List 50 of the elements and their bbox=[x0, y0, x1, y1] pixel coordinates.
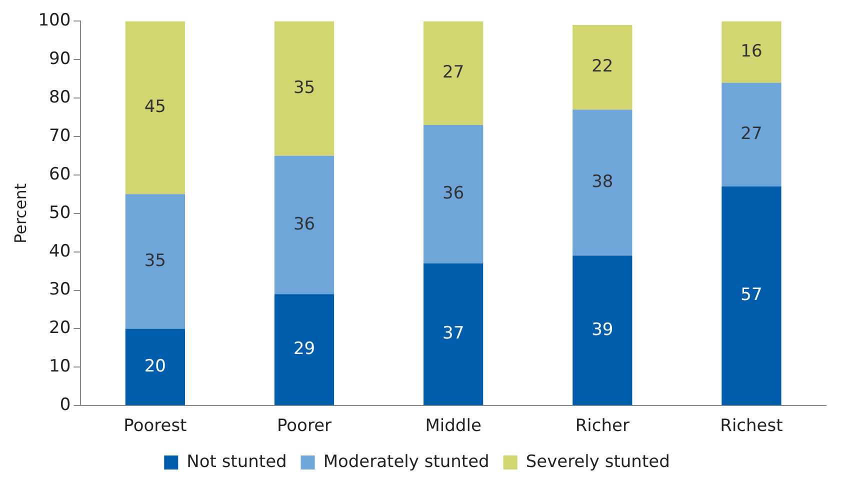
bar bbox=[722, 186, 782, 406]
data-label: 57 bbox=[740, 285, 762, 306]
bar bbox=[572, 110, 632, 256]
data-label: 39 bbox=[592, 320, 614, 340]
data-label: 35 bbox=[293, 78, 316, 98]
data-label: 27 bbox=[740, 124, 762, 144]
bar bbox=[274, 21, 334, 156]
legend-label: Severely stunted bbox=[526, 452, 670, 472]
x-tick-label: Richer bbox=[575, 416, 630, 436]
data-label: 37 bbox=[442, 324, 464, 344]
data-label: 27 bbox=[442, 62, 464, 83]
data-label: 20 bbox=[144, 356, 166, 376]
data-label: 45 bbox=[144, 97, 166, 118]
bar bbox=[424, 263, 484, 406]
bar bbox=[125, 21, 185, 194]
data-label: 36 bbox=[293, 214, 316, 234]
legend-label: Not stunted bbox=[186, 452, 287, 472]
y-tick-label: 100 bbox=[38, 10, 71, 31]
bar bbox=[722, 82, 782, 186]
y-tick-label: 90 bbox=[49, 49, 71, 70]
bar bbox=[722, 21, 782, 83]
y-tick-label: 60 bbox=[49, 164, 71, 184]
data-label: 36 bbox=[442, 184, 464, 204]
data-label: 35 bbox=[144, 250, 166, 271]
bar bbox=[424, 124, 484, 264]
y-axis-title: Percent bbox=[10, 183, 30, 244]
data-label: 29 bbox=[293, 339, 316, 360]
bar bbox=[424, 21, 484, 125]
y-tick-label: 70 bbox=[49, 126, 71, 146]
bar bbox=[572, 256, 632, 406]
bar bbox=[125, 328, 185, 406]
y-tick-label: 0 bbox=[60, 395, 71, 416]
x-tick-label: Middle bbox=[425, 416, 482, 436]
y-tick-label: 30 bbox=[49, 280, 71, 300]
data-label: 22 bbox=[592, 56, 614, 77]
bar bbox=[572, 25, 632, 110]
bar bbox=[274, 156, 334, 294]
bar bbox=[274, 294, 334, 406]
y-tick-label: 80 bbox=[49, 88, 71, 108]
x-tick-label: Richest bbox=[720, 416, 784, 436]
y-tick-label: 20 bbox=[49, 318, 71, 338]
x-tick-label: Poorer bbox=[276, 416, 332, 436]
x-tick-label: Poorest bbox=[124, 416, 188, 436]
bar bbox=[125, 194, 185, 329]
y-tick-label: 10 bbox=[49, 356, 71, 377]
y-tick-label: 40 bbox=[49, 241, 71, 262]
data-label: 16 bbox=[740, 41, 762, 62]
legend-label: Moderately stunted bbox=[323, 452, 490, 472]
y-tick-label: 50 bbox=[49, 202, 71, 223]
data-label: 38 bbox=[592, 172, 614, 192]
